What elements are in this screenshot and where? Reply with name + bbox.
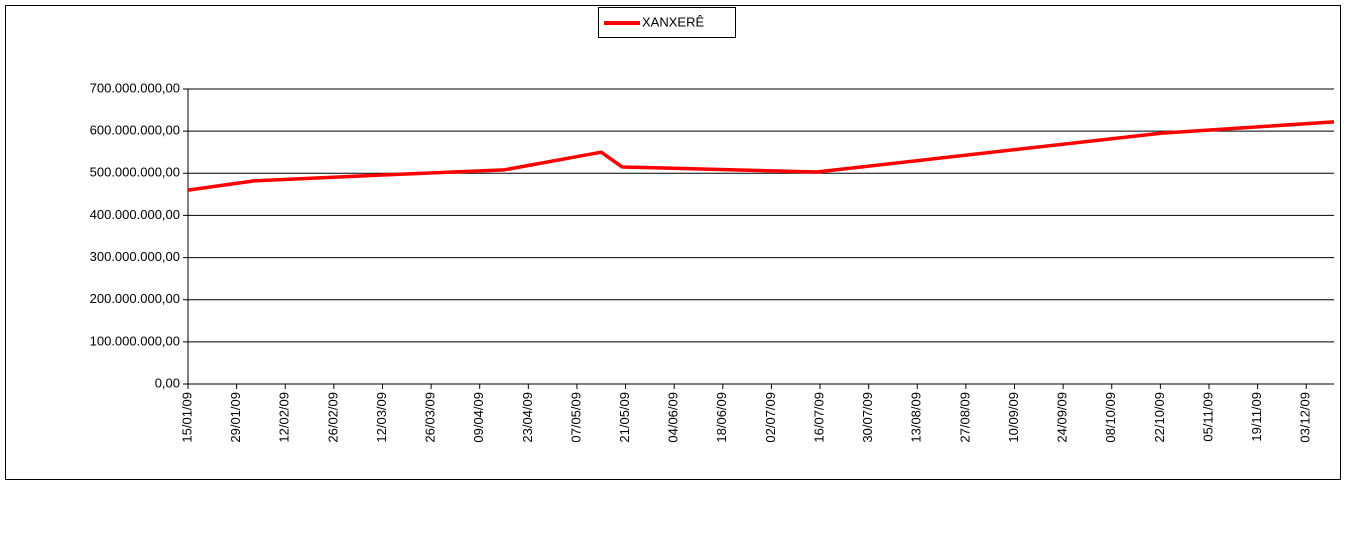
x-tick-label: 05/11/09 [1200,392,1215,442]
y-tick-label: 700.000.000,00 [90,80,180,95]
y-tick-label: 500.000.000,00 [90,165,180,180]
series-line [187,120,1335,192]
x-tick-label: 18/06/09 [714,392,729,443]
x-tick-label: 22/10/09 [1152,392,1167,443]
x-tick-label: 07/05/09 [568,392,583,443]
x-tick-label: 12/02/09 [277,392,292,443]
y-tick-label: 600.000.000,00 [90,123,180,138]
x-tick-label: 15/01/09 [179,392,194,443]
x-tick-label: 26/03/09 [423,392,438,443]
x-tick-label: 02/07/09 [763,392,778,443]
legend-label: XANXERÊ [642,14,704,29]
x-tick-label: 29/01/09 [228,392,243,443]
y-tick-label: 300.000.000,00 [90,249,180,264]
x-tick-label: 30/07/09 [860,392,875,443]
x-tick-label: 13/08/09 [909,392,924,443]
y-tick-label: 400.000.000,00 [90,207,180,222]
y-tick-label: 0,00 [155,375,180,390]
x-tick-label: 21/05/09 [617,392,632,443]
x-tick-label: 24/09/09 [1055,392,1070,443]
x-tick-label: 27/08/09 [957,392,972,443]
x-tick-label: 03/12/09 [1298,392,1313,443]
chart-border [5,5,1341,480]
x-tick-label: 23/04/09 [520,392,535,443]
x-tick-label: 10/09/09 [1006,392,1021,443]
x-tick-label: 19/11/09 [1249,392,1264,442]
y-tick-label: 100.000.000,00 [90,333,180,348]
x-tick-label: 04/06/09 [666,392,681,443]
x-tick-label: 12/03/09 [374,392,389,443]
x-tick-label: 09/04/09 [471,392,486,443]
y-tick-label: 200.000.000,00 [90,291,180,306]
x-tick-label: 16/07/09 [811,392,826,443]
x-tick-label: 26/02/09 [325,392,340,443]
x-tick-label: 08/10/09 [1103,392,1118,443]
